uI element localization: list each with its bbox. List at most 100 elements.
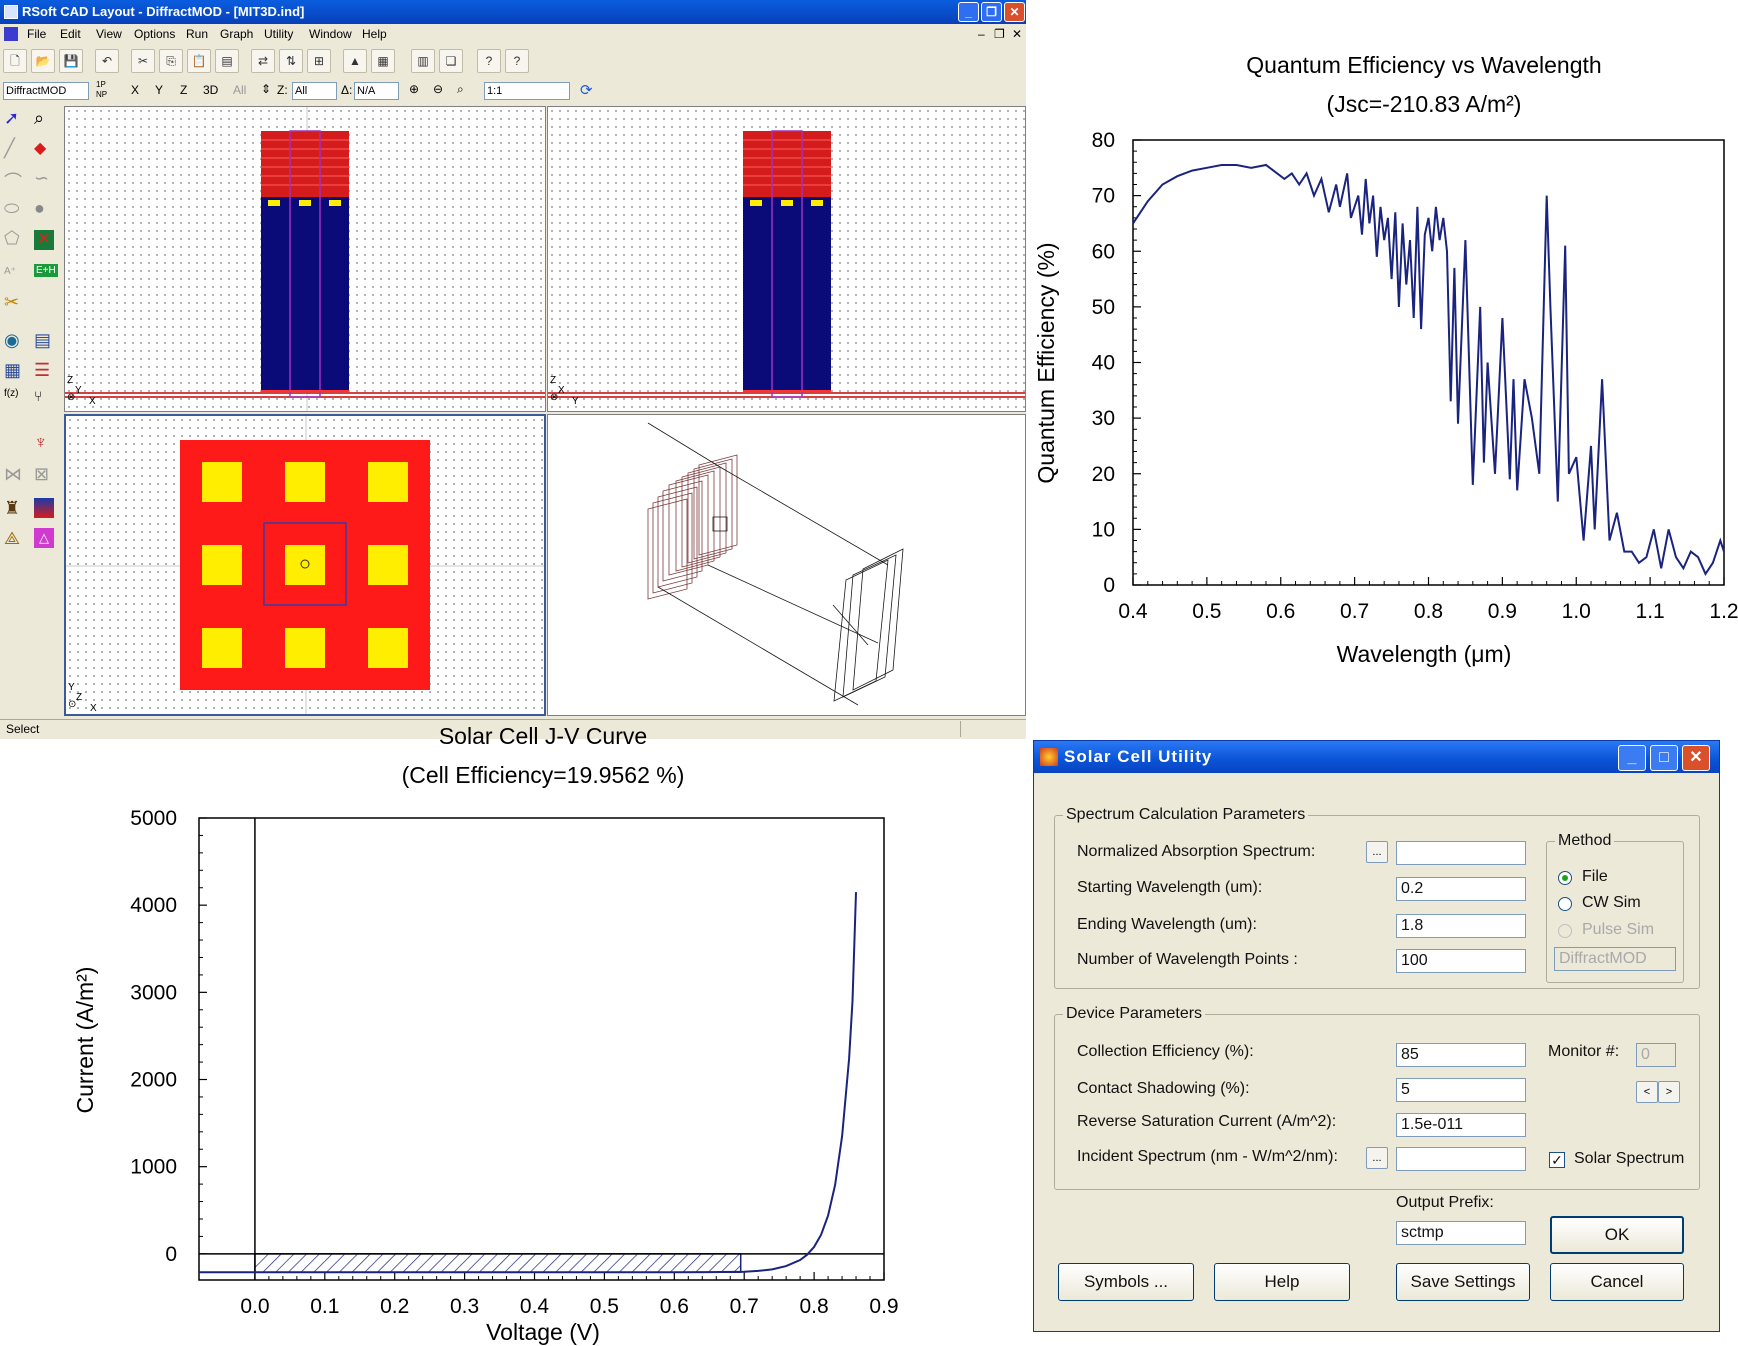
z-input[interactable]: All [292,82,337,100]
mesh-icon[interactable]: ⊠ [34,464,50,484]
gradient-icon[interactable] [34,498,54,518]
monitor-prev-button[interactable]: < [1636,1081,1658,1103]
monitor-icon[interactable]: △ [34,528,54,548]
rocket-icon[interactable]: ♆ [34,432,48,452]
tools-icon[interactable]: ✂ [4,292,20,312]
cancel-button[interactable]: Cancel [1550,1263,1684,1301]
output-prefix-input[interactable]: sctmp [1396,1221,1526,1245]
method-cw-label[interactable]: CW Sim [1582,894,1641,911]
save-settings-button[interactable]: Save Settings [1396,1263,1530,1301]
view-3d-button[interactable]: 3D [203,83,219,97]
menu-options[interactable]: Options [134,27,176,41]
new-file-icon[interactable]: 🗋 [3,49,27,73]
side-view-pane-xz[interactable]: Z Y ⊗ X [64,106,546,412]
coupler-icon[interactable]: ⋈ [4,464,22,484]
view-y-button[interactable]: Y [155,83,164,97]
norm-abs-browse-button[interactable]: ... [1366,841,1388,863]
paste-icon[interactable]: 📋 [187,49,211,73]
bend-tool-icon[interactable]: ∽ [34,168,50,188]
ok-button[interactable]: OK [1550,1216,1684,1254]
text-tool-icon[interactable]: A⁺ [4,266,16,277]
reverse-saturation-input[interactable]: 1.5e-011 [1396,1113,1526,1137]
tri-icon[interactable]: ⟁ [4,528,21,548]
select-arrow-icon[interactable]: ➚ [4,108,20,128]
norm-abs-input[interactable] [1396,841,1526,865]
cad-help-icon[interactable]: ? [477,49,501,73]
menu-view[interactable]: View [96,27,122,41]
tower-icon[interactable]: ♜ [4,498,21,518]
layer-up-icon[interactable]: ▲ [343,49,367,73]
refresh-icon[interactable]: ⟳ [580,82,593,99]
grid-icon[interactable]: ▦ [4,360,22,380]
side-view-pane-yz[interactable]: Z X ⊗ Y [547,106,1026,412]
close-button[interactable]: ✕ [1004,2,1025,22]
align-icon[interactable]: ⇄ [251,49,275,73]
view-z-button[interactable]: Z [180,83,188,97]
incident-spectrum-browse-button[interactable]: ... [1366,1147,1388,1169]
method-file-radio[interactable] [1558,871,1572,885]
windows-icon[interactable]: ❏ [439,49,463,73]
zoom-in-icon[interactable]: ⊕ [409,82,420,96]
zoom-out-icon[interactable]: ⊖ [433,82,444,96]
n-p-label[interactable]: NP [96,90,108,99]
method-file-label[interactable]: File [1582,868,1608,885]
delete-tool-icon[interactable]: ✕ [34,230,54,250]
mdi-close-icon[interactable]: ✕ [1012,27,1023,41]
fork-icon[interactable]: ⑂ [34,388,43,404]
dialog-minimize-button[interactable]: _ [1618,745,1646,771]
arc-tool-icon[interactable]: ⌒ [4,172,22,192]
layer-icon[interactable]: ▦ [371,49,395,73]
arrange-icon[interactable]: ⇅ [279,49,303,73]
menu-edit[interactable]: Edit [60,27,81,41]
3d-view-pane[interactable] [547,414,1026,716]
symbol-table-icon[interactable]: ▥ [411,49,435,73]
module-select[interactable]: DiffractMOD [3,82,89,100]
solar-spectrum-checkbox[interactable]: ✓ [1549,1152,1565,1168]
menu-window[interactable]: Window [309,27,352,41]
monitor-next-button[interactable]: > [1658,1081,1680,1103]
start-wavelength-input[interactable]: 0.2 [1396,877,1526,901]
help-button[interactable]: Help [1214,1263,1350,1301]
end-wavelength-input[interactable]: 1.8 [1396,914,1526,938]
view-x-button[interactable]: X [131,83,140,97]
menu-file[interactable]: File [27,27,47,41]
fz-icon[interactable]: f(z) [4,388,19,399]
notes-icon[interactable]: ▤ [34,330,52,350]
collection-efficiency-input[interactable]: 85 [1396,1043,1526,1067]
undo-icon[interactable]: ↶ [95,49,119,73]
view-all-button[interactable]: All [233,83,247,97]
method-cw-radio[interactable] [1558,897,1572,911]
field-tool-icon[interactable]: E+H [34,264,58,277]
mdi-minimize-icon[interactable]: – [978,27,985,41]
open-folder-icon[interactable]: 📂 [31,49,55,73]
menu-graph[interactable]: Graph [220,27,254,41]
menu-help[interactable]: Help [362,27,387,41]
top-view-pane-xy[interactable]: Y Z ⊙ X [64,414,546,716]
snap-icon[interactable]: ⊞ [307,49,331,73]
solar-spectrum-label[interactable]: Solar Spectrum [1574,1150,1685,1167]
z-step-icon[interactable]: ⇕ [261,82,272,96]
menu-utility[interactable]: Utility [264,27,294,41]
sphere-tool-icon[interactable]: ● [34,198,45,218]
dialog-maximize-button[interactable]: □ [1650,745,1678,771]
line-tool-icon[interactable]: ╱ [4,138,15,158]
globe-icon[interactable]: ◉ [4,330,20,350]
layers-icon[interactable]: ☰ [34,360,51,380]
copy-icon[interactable]: ⎘ [159,49,183,73]
delta-input[interactable]: N/A [354,82,399,100]
contact-shadowing-input[interactable]: 5 [1396,1078,1526,1102]
minimize-button[interactable]: _ [958,2,979,22]
zoom-ratio-select[interactable]: 1:1 [484,82,570,100]
sim-help-icon[interactable]: ? [505,49,529,73]
ellipse-tool-icon[interactable]: ⬭ [4,198,20,218]
zoom-fit-icon[interactable]: ⌕ [457,82,464,96]
mdi-restore-icon[interactable]: ❐ [994,27,1005,41]
magnifier-icon[interactable]: ⌕ [34,108,45,128]
restore-button[interactable]: ❐ [981,2,1002,22]
properties-icon[interactable]: ▤ [215,49,239,73]
dialog-close-button[interactable]: ✕ [1682,745,1710,771]
symbols-button[interactable]: Symbols ... [1058,1263,1194,1301]
save-icon[interactable]: 💾 [59,49,83,73]
incident-spectrum-input[interactable] [1396,1147,1526,1171]
polygon-tool-icon[interactable]: ⬠ [4,228,20,248]
